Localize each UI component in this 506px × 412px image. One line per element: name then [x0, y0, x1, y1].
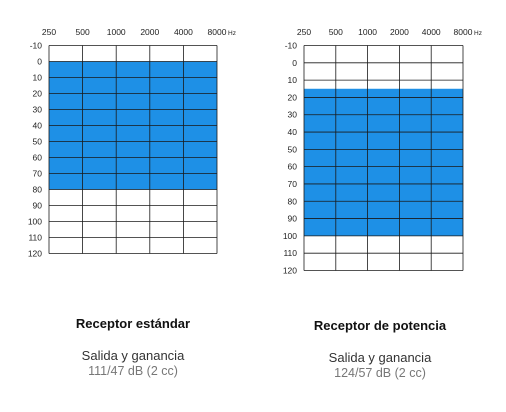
- x-tick-label: 1000: [107, 27, 126, 37]
- x-tick-label: 1000: [358, 27, 377, 37]
- x-tick-label: 500: [329, 27, 343, 37]
- y-tick-label: 30: [33, 105, 43, 115]
- caption-standard: Receptor estándar Salida y ganancia 111/…: [18, 316, 248, 378]
- y-tick-label: 110: [28, 233, 42, 243]
- audiogram-power: -10 0 10 20 30 40 50 60 70 80 90 100 110 120 250 500 100…: [283, 27, 482, 276]
- x-tick-label: 250: [297, 27, 311, 37]
- y-tick-label: 60: [33, 153, 43, 163]
- y-tick-label: 30: [288, 110, 298, 120]
- output-gain-value: 111/47 dB (2 cc): [88, 364, 178, 378]
- y-tick-label: 110: [283, 248, 297, 258]
- x-unit-label: Hz: [474, 30, 482, 37]
- x-tick-label: 8000: [454, 27, 473, 37]
- caption-power: Receptor de potencia Salida y ganancia 1…: [265, 318, 495, 380]
- audiogram-standard: -10 0 10 20 30 40 50 60 70 80 90 100 110 120 250 500 100…: [28, 27, 236, 259]
- x-tick-label: 8000: [208, 27, 227, 37]
- y-tick-label: 50: [288, 144, 298, 154]
- x-unit-label: Hz: [228, 30, 236, 37]
- y-tick-label: 0: [37, 57, 42, 67]
- x-tick-label: 2000: [140, 27, 159, 37]
- y-tick-label: 40: [288, 127, 298, 137]
- x-tick-label: 500: [76, 27, 90, 37]
- chart-title: Receptor estándar: [75, 316, 191, 331]
- y-tick-label: 120: [283, 266, 297, 276]
- chart-title: Receptor de potencia: [313, 318, 447, 333]
- y-tick-label: 120: [28, 249, 42, 259]
- y-tick-label: 70: [33, 169, 43, 179]
- x-tick-label: 2000: [390, 27, 409, 37]
- y-tick-label: 90: [288, 214, 298, 224]
- y-tick-label: 20: [33, 89, 43, 99]
- y-tick-label: 60: [288, 162, 298, 172]
- fitting-range-band: [304, 88, 463, 236]
- y-tick-label: 10: [288, 75, 298, 85]
- x-tick-label: 250: [42, 27, 56, 37]
- y-tick-label: -10: [285, 41, 298, 51]
- chart-subtitle: Salida y ganancia: [328, 350, 432, 365]
- y-tick-label: 40: [33, 121, 43, 131]
- chart-standard-receiver: -10 0 10 20 30 40 50 60 70 80 90 100 110 120 250 500 100…: [18, 27, 248, 378]
- y-tick-label: 100: [28, 217, 42, 227]
- y-tick-label: -10: [30, 41, 43, 51]
- y-tick-label: 10: [33, 73, 43, 83]
- chart-subtitle: Salida y ganancia: [81, 348, 185, 363]
- x-tick-label: 4000: [174, 27, 193, 37]
- y-tick-label: 50: [33, 137, 43, 147]
- y-tick-label: 80: [33, 185, 43, 195]
- y-tick-label: 100: [283, 231, 297, 241]
- y-tick-label: 70: [288, 179, 298, 189]
- y-tick-label: 80: [288, 196, 298, 206]
- x-tick-label: 4000: [422, 27, 441, 37]
- y-tick-label: 20: [288, 92, 298, 102]
- chart-power-receiver: -10 0 10 20 30 40 50 60 70 80 90 100 110 120 250 500 100…: [253, 0, 506, 412]
- y-tick-label: 90: [33, 201, 43, 211]
- output-gain-value: 124/57 dB (2 cc): [334, 366, 426, 380]
- y-tick-label: 0: [292, 58, 297, 68]
